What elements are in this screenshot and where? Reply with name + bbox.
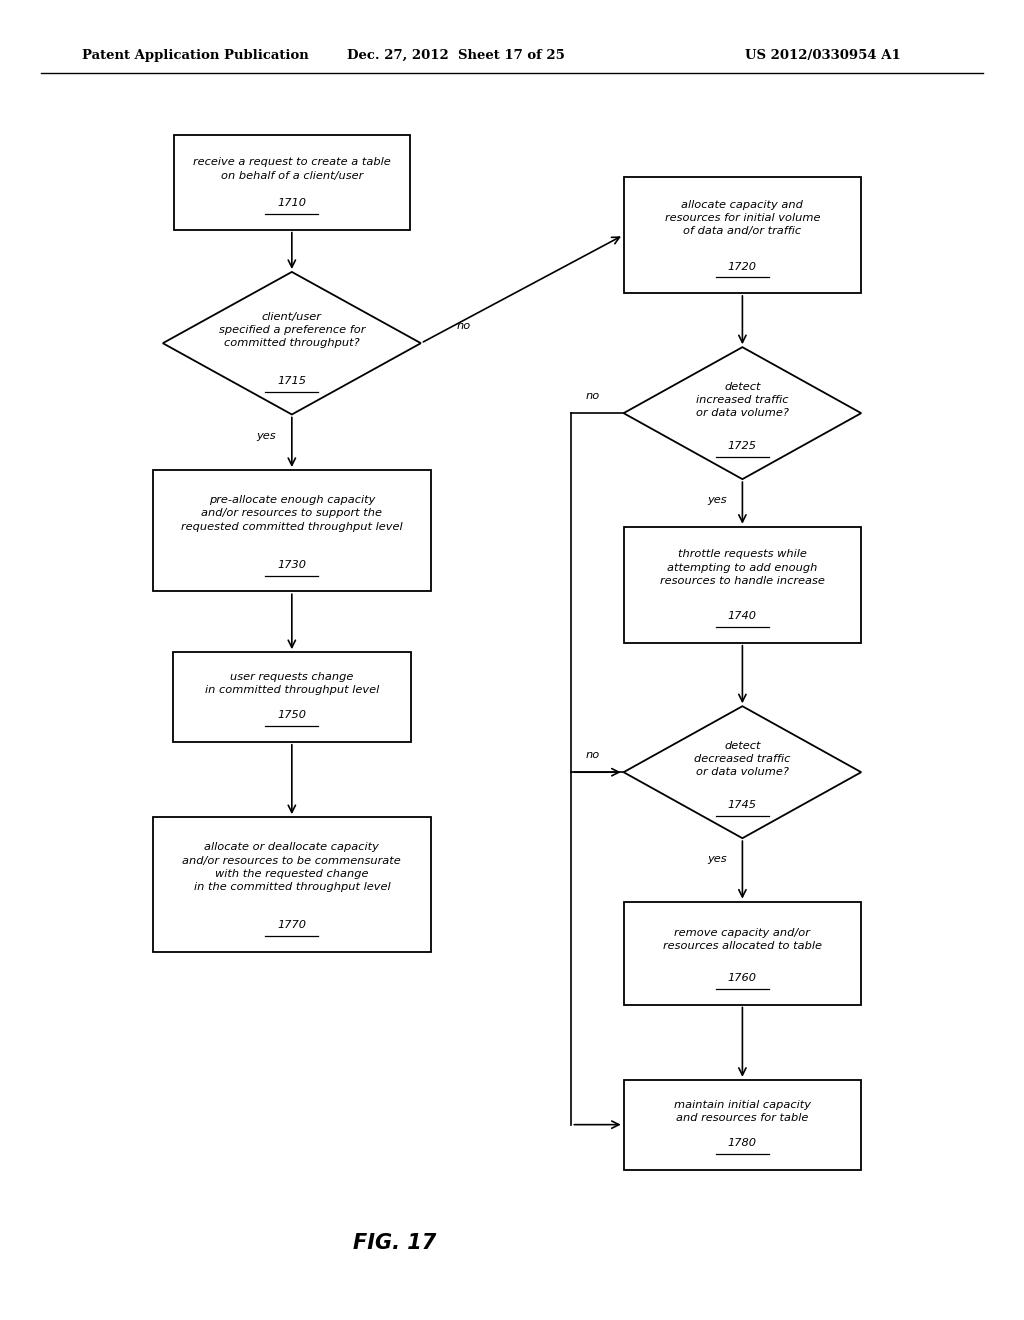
Text: 1710: 1710 (278, 198, 306, 209)
Text: 1770: 1770 (278, 920, 306, 931)
Text: throttle requests while
attempting to add enough
resources to handle increase: throttle requests while attempting to ad… (659, 549, 825, 586)
Polygon shape (624, 706, 861, 838)
Text: 1750: 1750 (278, 710, 306, 721)
Text: user requests change
in committed throughput level: user requests change in committed throug… (205, 672, 379, 696)
Text: no: no (586, 391, 600, 401)
Polygon shape (163, 272, 421, 414)
Text: receive a request to create a table
on behalf of a client/user: receive a request to create a table on b… (193, 157, 391, 181)
Text: 1715: 1715 (278, 376, 306, 387)
Text: 1760: 1760 (728, 973, 757, 983)
FancyBboxPatch shape (624, 527, 861, 643)
Text: 1725: 1725 (728, 441, 757, 451)
Text: FIG. 17: FIG. 17 (352, 1233, 436, 1254)
FancyBboxPatch shape (173, 652, 411, 742)
FancyBboxPatch shape (624, 177, 861, 293)
Text: 1740: 1740 (728, 611, 757, 622)
Text: detect
decreased traffic
or data volume?: detect decreased traffic or data volume? (694, 742, 791, 776)
Text: yes: yes (256, 430, 276, 441)
Text: detect
increased traffic
or data volume?: detect increased traffic or data volume? (696, 383, 788, 417)
Text: Dec. 27, 2012  Sheet 17 of 25: Dec. 27, 2012 Sheet 17 of 25 (347, 49, 564, 62)
Text: 1720: 1720 (728, 261, 757, 272)
Text: 1780: 1780 (728, 1138, 757, 1148)
Polygon shape (624, 347, 861, 479)
Text: remove capacity and/or
resources allocated to table: remove capacity and/or resources allocat… (663, 928, 822, 952)
Text: yes: yes (707, 495, 727, 506)
Text: allocate capacity and
resources for initial volume
of data and/or traffic: allocate capacity and resources for init… (665, 199, 820, 236)
Text: Patent Application Publication: Patent Application Publication (82, 49, 308, 62)
Text: 1730: 1730 (278, 560, 306, 570)
Text: US 2012/0330954 A1: US 2012/0330954 A1 (745, 49, 901, 62)
Text: no: no (457, 321, 471, 331)
FancyBboxPatch shape (174, 135, 410, 230)
FancyBboxPatch shape (624, 1080, 861, 1170)
Text: yes: yes (707, 854, 727, 865)
Text: allocate or deallocate capacity
and/or resources to be commensurate
with the req: allocate or deallocate capacity and/or r… (182, 842, 401, 892)
Text: 1745: 1745 (728, 800, 757, 810)
Text: maintain initial capacity
and resources for table: maintain initial capacity and resources … (674, 1100, 811, 1123)
Text: pre-allocate enough capacity
and/or resources to support the
requested committed: pre-allocate enough capacity and/or reso… (181, 495, 402, 532)
FancyBboxPatch shape (153, 817, 431, 952)
FancyBboxPatch shape (153, 470, 431, 591)
Text: no: no (586, 750, 600, 760)
Text: client/user
specified a preference for
committed throughput?: client/user specified a preference for c… (219, 313, 365, 347)
FancyBboxPatch shape (624, 902, 861, 1005)
